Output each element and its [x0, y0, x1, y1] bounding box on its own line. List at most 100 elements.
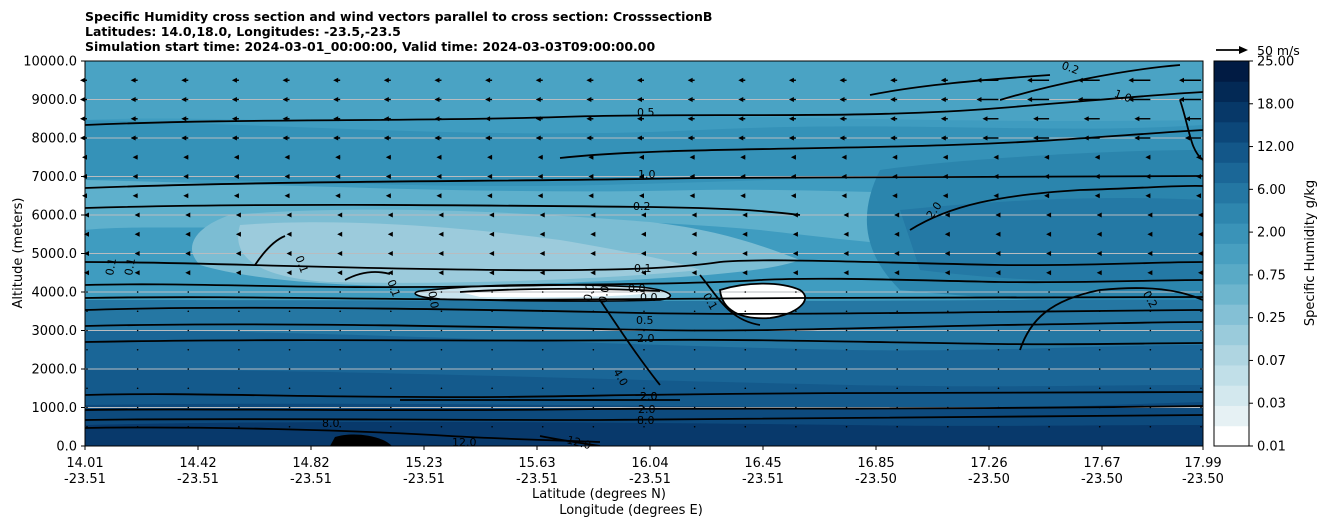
contour-label: 0.1: [103, 257, 119, 276]
contour-label: 0.0: [628, 282, 646, 295]
wind-arrow-head: [894, 270, 900, 276]
wind-arrow-weak: [390, 348, 392, 351]
wind-arrow-head: [1077, 77, 1083, 83]
wind-arrow-head: [586, 116, 592, 122]
wind-arrow-weak: [1048, 310, 1050, 313]
contour-label: 0.0: [581, 283, 597, 302]
contour-label: 0.5: [636, 314, 654, 327]
wind-arrow-weak: [339, 310, 341, 313]
colorbar-band: [1214, 223, 1249, 244]
wind-arrow-weak: [1149, 291, 1152, 293]
wind-arrow-weak: [1149, 425, 1152, 428]
wind-arrow-head: [641, 251, 646, 256]
wind-arrow-head: [890, 116, 896, 122]
wind-arrow-head: [790, 154, 796, 160]
wind-arrow-head: [687, 116, 693, 122]
wind-arrow-head: [383, 77, 389, 83]
wind-arrow-head: [995, 231, 1001, 237]
wind-arrow-head: [637, 77, 642, 83]
wind-arrow-weak: [136, 406, 139, 409]
wind-arrow-head: [1046, 231, 1052, 237]
wind-arrow-head: [687, 77, 693, 83]
wind-arrow-head: [944, 251, 950, 256]
wind-arrow-weak: [643, 425, 645, 428]
wind-arrow-weak: [947, 387, 949, 390]
wind-arrow-head: [286, 270, 292, 276]
wind-arrow-weak: [693, 406, 696, 409]
wind-arrow-weak: [86, 291, 88, 293]
wind-arrow-weak: [491, 368, 493, 370]
contour-label: 0.1: [634, 262, 652, 275]
x-tick-label-latitude: 17.99: [1184, 456, 1221, 471]
wind-arrow-head: [843, 231, 849, 237]
wind-arrow-head: [588, 154, 594, 160]
wind-arrow-weak: [288, 329, 291, 332]
wind-arrow-weak: [693, 425, 696, 428]
colorbar-tick-label: 0.07: [1257, 354, 1286, 369]
wind-arrow-head: [130, 116, 136, 122]
wind-arrow-head: [1083, 135, 1089, 141]
wind-arrow-head: [235, 212, 241, 218]
wind-arrow-head: [1033, 135, 1039, 141]
wind-arrow-head: [641, 270, 646, 276]
wind-arrow-head: [539, 270, 545, 276]
wind-arrow-head: [436, 154, 442, 160]
wind-arrow-weak: [643, 387, 645, 390]
wind-arrow-head: [1196, 154, 1201, 160]
wind-arrow-weak: [136, 329, 139, 332]
wind-arrow-head: [337, 212, 343, 218]
contour-label: 0.0: [596, 285, 612, 304]
wind-arrow-head: [485, 116, 491, 122]
x-tick-label-latitude: 17.67: [1083, 456, 1120, 471]
colorbar-band: [1214, 385, 1249, 406]
wind-arrow-head: [1196, 193, 1201, 199]
wind-arrow-head: [1094, 154, 1100, 160]
wind-arrow-head: [132, 154, 138, 160]
y-axis: 0.0 1000.0 2000.0 3000.0 4000.0 5000.0 6000.0 7…: [23, 55, 85, 455]
wind-arrow-head: [1096, 212, 1102, 218]
wind-arrow-weak: [1149, 348, 1152, 351]
contour-label-group: 0.5 1.0 0.2 0.1 0.1 0.1 0.1 2.0 2.0 0.2 …: [103, 59, 1160, 452]
wind-arrow-weak: [1048, 291, 1050, 293]
wind-arrow-head: [1096, 251, 1102, 256]
contour-label: 1.0: [638, 168, 656, 181]
wind-arrow-weak: [390, 425, 392, 428]
wind-arrow-head: [639, 154, 644, 160]
wind-arrow-weak: [1098, 329, 1101, 332]
wind-arrow-head: [1046, 251, 1052, 256]
wind-arrow-head: [383, 135, 389, 141]
wind-arrow-head: [233, 174, 239, 179]
humidity-contour-lines: [85, 64, 1203, 446]
wind-arrow-weak: [1149, 329, 1152, 332]
wind-arrow-weak: [693, 329, 696, 332]
wind-arrow-head: [181, 77, 187, 83]
wind-arrow-head: [590, 212, 596, 218]
wind-arrow-weak: [1048, 425, 1050, 428]
wind-arrow-head: [944, 270, 950, 276]
wind-arrow-head: [1046, 270, 1052, 276]
wind-arrow-head: [792, 251, 798, 256]
wind-arrow-head: [792, 212, 798, 218]
wind-arrow-head: [185, 251, 191, 256]
wind-arrow-head: [537, 154, 543, 160]
wind-arrow-weak: [997, 406, 1000, 409]
wind-arrow-head: [1196, 174, 1201, 179]
wind-arrow-head: [588, 174, 594, 179]
wind-arrow-weak: [997, 291, 1000, 293]
wind-arrow-weak: [136, 368, 139, 370]
wind-arrow-head: [892, 193, 898, 199]
wind-arrow-head: [134, 231, 140, 237]
wind-arrow-head: [890, 97, 896, 102]
wind-arrow-head: [982, 135, 988, 141]
wind-arrow-head: [181, 97, 187, 102]
wind-arrow-weak: [643, 329, 645, 332]
wind-arrow-weak: [693, 368, 696, 370]
wind-arrow-weak: [845, 310, 848, 313]
wind-arrow-weak: [997, 348, 1000, 351]
wind-arrow-weak: [288, 368, 291, 370]
wind-arrow-head: [80, 77, 85, 83]
wind-arrow-weak: [896, 329, 898, 332]
colorbar-band: [1214, 263, 1249, 285]
wind-arrow-head: [235, 251, 241, 256]
wind-arrow-weak: [1048, 329, 1050, 332]
